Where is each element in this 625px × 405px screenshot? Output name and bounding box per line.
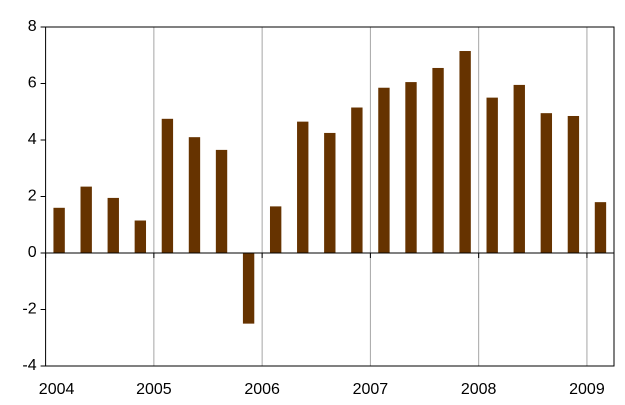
- bar: [567, 115, 580, 253]
- plot-border: [45, 26, 615, 367]
- bar: [351, 107, 363, 253]
- y-tick-label: -4: [22, 357, 36, 374]
- bar: [459, 51, 471, 254]
- x-tick-label: 2008: [461, 381, 497, 398]
- bar: [297, 121, 309, 253]
- bar: [215, 149, 228, 253]
- bar: [540, 113, 553, 253]
- bar: [269, 206, 282, 253]
- bar: [378, 87, 390, 253]
- y-tick-label: 0: [28, 244, 37, 261]
- x-tick-label: 2005: [136, 381, 172, 398]
- bar: [432, 67, 444, 254]
- bar: [242, 253, 255, 324]
- y-tick-label: 4: [28, 131, 37, 148]
- bar: [324, 132, 336, 253]
- x-tick-label: 2009: [569, 381, 605, 398]
- bar: [161, 118, 174, 253]
- y-tick-label: 8: [28, 18, 37, 35]
- y-tick-label: -2: [22, 301, 36, 318]
- x-tick-label: 2006: [244, 381, 280, 398]
- bar: [53, 207, 65, 253]
- bar: [594, 202, 607, 253]
- bar: [107, 197, 119, 253]
- y-tick-label: 2: [28, 188, 37, 205]
- bar: [80, 186, 92, 253]
- bar: [513, 84, 525, 253]
- bar: [486, 97, 498, 253]
- x-tick-label: 2004: [39, 381, 75, 398]
- bar: [134, 220, 147, 253]
- bar: [405, 82, 417, 254]
- bar: [188, 137, 201, 253]
- y-tick-label: 6: [28, 75, 37, 92]
- x-tick-label: 2007: [353, 381, 389, 398]
